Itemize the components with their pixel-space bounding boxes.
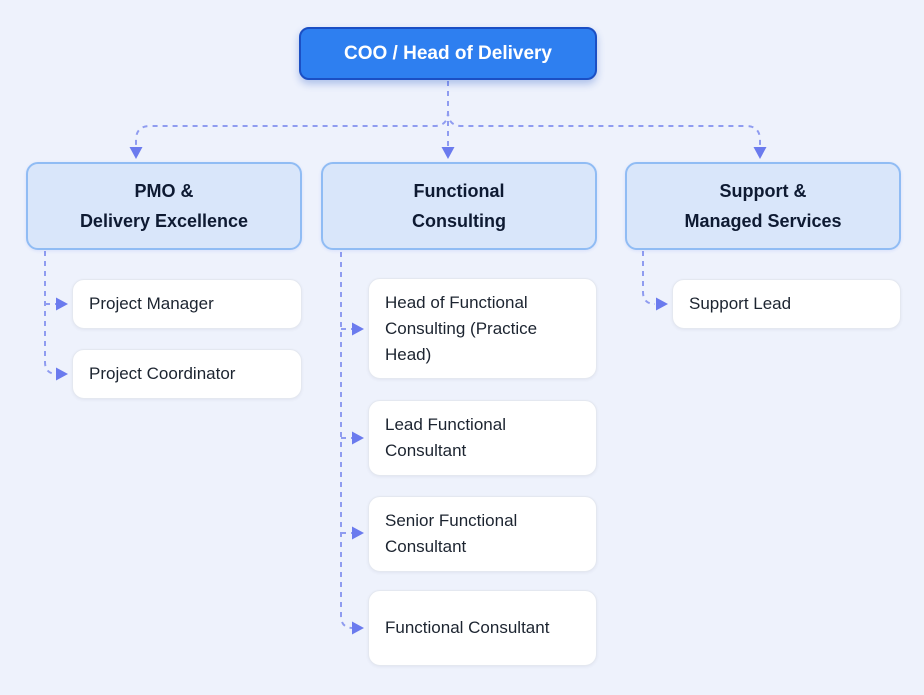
node-support-lead: Support Lead [672, 279, 901, 329]
node-support-managed-services-label-line1: Support & [719, 181, 807, 201]
node-functional-consultant: Functional Consultant [368, 590, 597, 666]
node-head-of-functional-consulting: Head of Functional Consulting (Practice … [368, 278, 597, 379]
connector-support-spine [642, 251, 656, 305]
node-project-coordinator: Project Coordinator [72, 349, 302, 399]
node-pmo-label-line2: Delivery Excellence [79, 211, 249, 231]
node-senior-functional-consultant: Senior Functional Consultant [368, 496, 597, 572]
node-head-of-functional-consulting-label: Head of Functional Consulting (Practice … [385, 292, 538, 364]
connector-pmo-spine [44, 251, 58, 375]
node-coo-label: COO / Head of Delivery [343, 42, 552, 64]
node-functional-consulting: Functional Consulting [321, 162, 597, 250]
node-pmo-label-line1: PMO & [134, 181, 194, 201]
node-senior-functional-consultant-label: Senior Functional Consultant [385, 511, 518, 556]
node-project-manager-label: Project Manager [89, 294, 214, 313]
node-lead-functional-consultant-label: Lead Functional Consultant [385, 415, 506, 460]
node-functional-consultant-label: Functional Consultant [385, 618, 550, 637]
connector-functional-spine [340, 252, 354, 629]
node-support-managed-services-label-line2: Managed Services [684, 211, 842, 231]
node-coo: COO / Head of Delivery [299, 27, 597, 80]
node-functional-consulting-label-line1: Functional [413, 181, 505, 201]
arrowhead-down-functional [441, 147, 455, 159]
arrowhead-down-pmo [129, 147, 143, 159]
arrowhead-right-functional-consultant [352, 621, 364, 635]
node-lead-functional-consultant: Lead Functional Consultant [368, 400, 597, 476]
arrowhead-right-senior [352, 526, 364, 540]
arrowhead-right-lead [352, 431, 364, 445]
node-pmo: PMO & Delivery Excellence [26, 162, 302, 250]
node-functional-consulting-label-line2: Consulting [412, 211, 506, 231]
arrowhead-down-support [753, 147, 767, 159]
arrowhead-right-head [352, 322, 364, 336]
connector-coo-to-support [447, 81, 761, 147]
node-project-coordinator-label: Project Coordinator [89, 364, 236, 383]
arrowhead-right-project-coordinator [56, 367, 68, 381]
node-project-manager: Project Manager [72, 279, 302, 329]
arrowhead-right-project-manager [56, 297, 68, 311]
node-support-managed-services: Support & Managed Services [625, 162, 901, 250]
node-support-lead-label: Support Lead [689, 294, 792, 313]
connector-coo-to-pmo [135, 81, 449, 147]
arrowhead-right-support-lead [656, 297, 668, 311]
